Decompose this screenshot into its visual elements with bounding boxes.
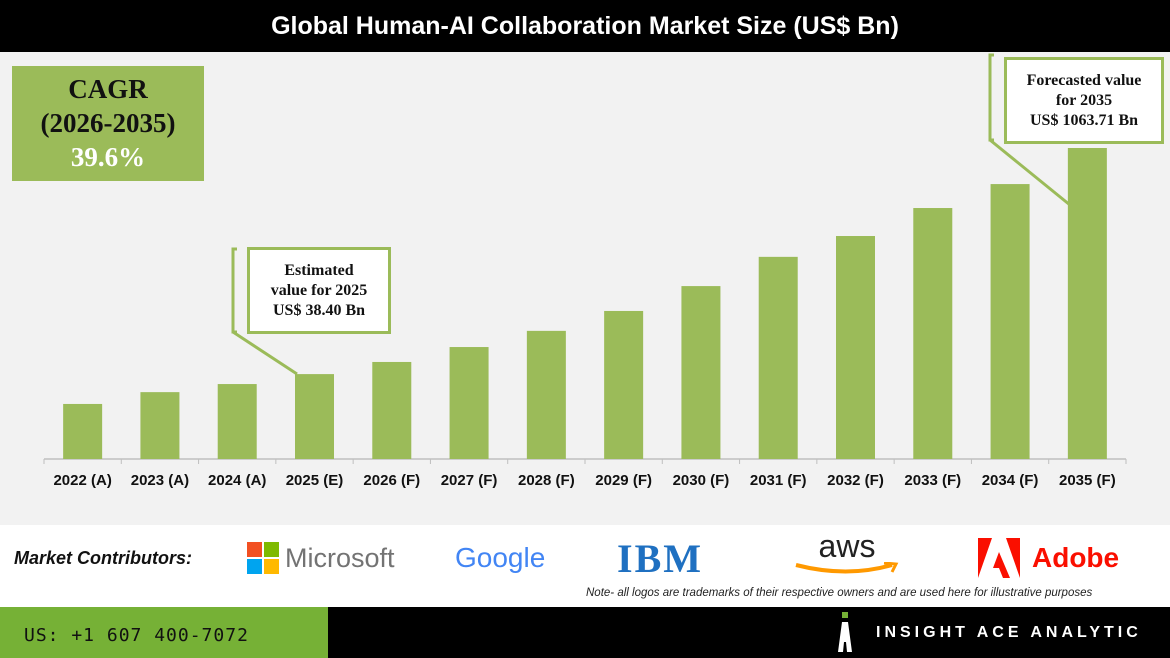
brand-name: INSIGHT ACE ANALYTIC bbox=[876, 624, 1142, 641]
x-tick-label: 2027 (F) bbox=[441, 472, 498, 489]
x-tick-label: 2033 (F) bbox=[904, 472, 961, 489]
x-tick-label: 2029 (F) bbox=[595, 472, 652, 489]
aws-smile-icon bbox=[795, 562, 899, 574]
x-tick-label: 2025 (E) bbox=[286, 472, 344, 489]
bar-2022 (A) bbox=[63, 403, 103, 459]
trademark-note: Note- all logos are trademarks of their … bbox=[586, 587, 1093, 599]
ibm-logo: IBM bbox=[617, 535, 703, 581]
contributors-strip bbox=[0, 525, 1170, 607]
bar-2023 (A) bbox=[140, 392, 180, 459]
callout-leader bbox=[232, 330, 298, 376]
bar-2030 (F) bbox=[681, 286, 721, 459]
aws-wordmark: aws bbox=[818, 528, 876, 564]
phone-contact: US: +1 607 400-7072 bbox=[0, 607, 328, 658]
microsoft-logo: Microsoft bbox=[247, 538, 395, 578]
bar-2027 (F) bbox=[449, 347, 489, 459]
x-tick-label: 2023 (A) bbox=[131, 472, 189, 489]
bar-2033 (F) bbox=[913, 208, 953, 459]
cagr-value: 39.6% bbox=[70, 142, 146, 172]
cagr-period: (2026-2035) bbox=[40, 108, 176, 138]
x-tick-label: 2035 (F) bbox=[1059, 472, 1116, 489]
bar-chart: 2022 (A) 2023 (A) 2024 (A) 2025 (E) 2026 (F)… bbox=[43, 53, 1127, 489]
cagr-label: CAGR bbox=[68, 74, 148, 104]
bar-2029 (F) bbox=[604, 310, 644, 459]
callout-bracket bbox=[231, 247, 237, 334]
callout-line: Forecasted value bbox=[1026, 71, 1142, 89]
aws-logo: aws bbox=[792, 530, 902, 578]
x-tick-label: 2022 (A) bbox=[53, 472, 111, 489]
adobe-logo: Adobe bbox=[978, 538, 1119, 578]
insight-ace-logo-icon bbox=[838, 612, 852, 652]
chart-area: 2022 (A) 2023 (A) 2024 (A) 2025 (E) 2026 (F)… bbox=[0, 52, 1170, 525]
callout-line: for 2035 bbox=[1055, 91, 1113, 109]
chart-title: Global Human-AI Collaboration Market Siz… bbox=[0, 0, 1170, 52]
microsoft-wordmark: Microsoft bbox=[285, 542, 395, 573]
callout-line: value for 2025 bbox=[270, 281, 368, 299]
google-logo: Google bbox=[455, 542, 546, 573]
x-tick-label: 2034 (F) bbox=[982, 472, 1039, 489]
x-tick-label: 2032 (F) bbox=[827, 472, 884, 489]
x-tick-label: 2031 (F) bbox=[750, 472, 807, 489]
adobe-wordmark: Adobe bbox=[1032, 542, 1120, 573]
estimated-2025-callout: Estimated value for 2025 US$ 38.40 Bn bbox=[247, 247, 391, 334]
callout-leader bbox=[989, 138, 1071, 207]
bar-2028 (F) bbox=[526, 330, 566, 459]
x-tick-label: 2030 (F) bbox=[673, 472, 730, 489]
bar-2032 (F) bbox=[836, 236, 875, 459]
contributors-label: Market Contributors: bbox=[14, 548, 193, 568]
cagr-box: CAGR (2026-2035) 39.6% bbox=[12, 66, 204, 181]
bar-2024 (A) bbox=[217, 384, 257, 459]
x-tick-label: 2024 (A) bbox=[208, 472, 266, 489]
callout-bracket bbox=[988, 53, 994, 142]
callout-line: US$ 1063.71 Bn bbox=[1029, 111, 1139, 129]
bar-2035 (F) bbox=[1067, 148, 1107, 459]
microsoft-windows-icon bbox=[247, 542, 279, 574]
adobe-a-icon bbox=[978, 538, 1020, 578]
x-tick-label: 2026 (F) bbox=[363, 472, 420, 489]
bar-2031 (F) bbox=[758, 256, 798, 459]
callout-line: Estimated bbox=[284, 261, 354, 279]
bar-2034 (F) bbox=[990, 184, 1030, 460]
x-tick-label: 2028 (F) bbox=[518, 472, 575, 489]
bar-2026 (F) bbox=[372, 361, 412, 459]
callout-line: US$ 38.40 Bn bbox=[272, 301, 366, 319]
footer-bar bbox=[328, 607, 1170, 658]
forecast-2035-callout: Forecasted value for 2035 US$ 1063.71 Bn bbox=[1004, 57, 1164, 144]
bar-2025 (E) bbox=[295, 374, 334, 459]
